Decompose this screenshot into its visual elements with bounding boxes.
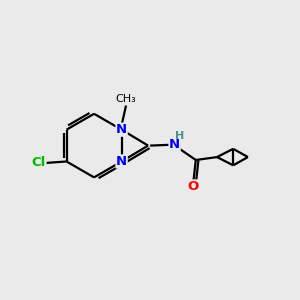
Text: Cl: Cl bbox=[32, 157, 46, 169]
Text: N: N bbox=[116, 123, 127, 136]
Text: CH₃: CH₃ bbox=[116, 94, 136, 104]
Text: O: O bbox=[188, 180, 199, 193]
Text: N: N bbox=[116, 155, 127, 168]
Text: H: H bbox=[175, 131, 184, 142]
Text: N: N bbox=[169, 138, 180, 151]
